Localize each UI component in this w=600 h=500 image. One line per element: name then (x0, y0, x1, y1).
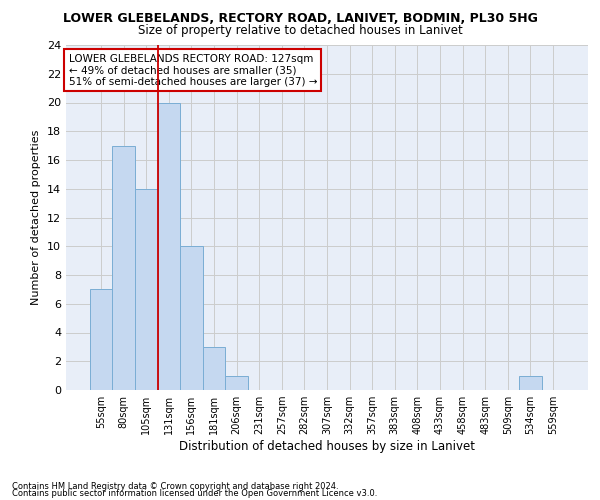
Text: Size of property relative to detached houses in Lanivet: Size of property relative to detached ho… (137, 24, 463, 37)
Text: LOWER GLEBELANDS, RECTORY ROAD, LANIVET, BODMIN, PL30 5HG: LOWER GLEBELANDS, RECTORY ROAD, LANIVET,… (62, 12, 538, 26)
Y-axis label: Number of detached properties: Number of detached properties (31, 130, 41, 305)
Bar (90, 290, 112, 390)
Text: Contains HM Land Registry data © Crown copyright and database right 2024.: Contains HM Land Registry data © Crown c… (12, 482, 338, 491)
Bar (158, 102, 180, 390)
X-axis label: Distribution of detached houses by size in Lanivet: Distribution of detached houses by size … (179, 440, 475, 453)
Text: LOWER GLEBELANDS RECTORY ROAD: 127sqm
← 49% of detached houses are smaller (35)
: LOWER GLEBELANDS RECTORY ROAD: 127sqm ← … (68, 54, 317, 87)
Bar (135, 188, 158, 390)
Bar (112, 146, 135, 390)
Bar (180, 246, 203, 390)
Text: Contains public sector information licensed under the Open Government Licence v3: Contains public sector information licen… (12, 489, 377, 498)
Bar (226, 376, 248, 390)
Bar (519, 376, 542, 390)
Bar (203, 347, 226, 390)
